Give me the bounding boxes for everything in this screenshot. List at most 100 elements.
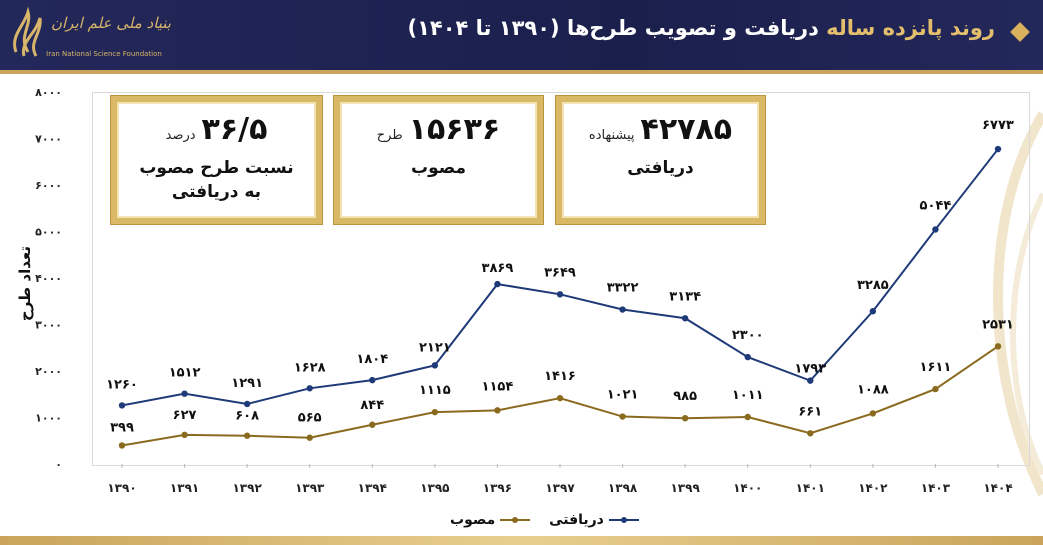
logo: بنیاد ملی علم ایران Iran National Scienc… (6, 6, 171, 66)
legend-swatch-approved-icon (500, 517, 531, 523)
data-point (431, 408, 439, 416)
x-tick-label: ۱۳۹۵ (420, 481, 449, 495)
data-point (118, 402, 126, 409)
x-tick-label: ۱۳۹۸ (608, 481, 638, 495)
data-point (369, 421, 376, 428)
data-point (994, 145, 1002, 153)
header-gold-line (0, 70, 1043, 74)
y-tick-label: ۰ (55, 458, 62, 471)
data-point (306, 434, 313, 441)
y-tick-label: ۷۰۰۰ (35, 133, 62, 146)
kpi-caption-line1: مصوب (410, 158, 467, 178)
data-point (243, 432, 251, 439)
x-tick-label: ۱۳۹۹ (670, 481, 700, 495)
kpi-caption: دریافتی (562, 156, 759, 180)
plot-area (92, 92, 1030, 466)
data-point (181, 390, 188, 397)
x-tick-label: ۱۳۹۴ (358, 481, 387, 495)
data-point (869, 308, 877, 315)
data-label: ۱۲۹۱ (231, 376, 263, 391)
data-label: ۳۲۸۵ (857, 278, 889, 293)
data-label: ۲۱۲۱ (419, 340, 451, 355)
data-label: ۶۲۷ (173, 408, 197, 423)
data-point (932, 385, 939, 393)
kpi-caption: مصوب (340, 156, 537, 180)
data-label: ۲۳۰۰ (732, 328, 764, 343)
data-point (619, 413, 626, 420)
legend-item-received: دریافتی (549, 512, 639, 528)
kpi-value-line: ۱۵۶۳۶ طرح (340, 112, 537, 147)
data-label: ۶۷۷۳ (982, 118, 1014, 133)
data-point (807, 377, 814, 384)
data-label: ۶۶۱ (798, 404, 822, 419)
logo-text-en: Iran National Science Foundation (46, 50, 162, 58)
kpi-caption-line2: به دریافتی (171, 182, 262, 202)
x-tick-label: ۱۳۹۷ (545, 481, 575, 495)
x-tick-label: ۱۳۹۰ (107, 481, 136, 495)
title-highlight: روند پانزده ساله (826, 16, 995, 40)
data-point (681, 414, 689, 422)
data-label: ۱۵۱۲ (169, 366, 201, 381)
x-tick-label: ۱۳۹۱ (170, 481, 199, 495)
data-label: ۳۶۴۹ (544, 265, 576, 280)
data-label: ۱۶۲۸ (294, 360, 326, 375)
data-label: ۱۱۵۴ (482, 379, 514, 394)
data-label: ۱۰۸۸ (857, 382, 889, 397)
data-label: ۱۰۲۱ (607, 388, 639, 403)
data-label: ۳۹۹ (110, 420, 134, 435)
data-label: ۵۰۴۴ (920, 198, 952, 213)
kpi-value-line: ۳۶/۵ درصد (117, 112, 316, 147)
kpi-unit: پیشنهاده (588, 128, 635, 143)
kpi-value: ۴۲۷۸۵ (640, 112, 733, 147)
data-point (181, 431, 188, 439)
data-point (744, 353, 751, 361)
data-label: ۶۰۸ (235, 409, 259, 424)
y-tick-label: ۵۰۰۰ (35, 226, 62, 239)
kpi-value: ۱۵۶۳۶ (408, 112, 501, 147)
x-tick-label: ۱۴۰۱ (796, 481, 825, 495)
data-point (744, 413, 751, 421)
y-tick-label: ۳۰۰۰ (35, 319, 62, 332)
x-tick-label: ۱۴۰۴ (983, 481, 1012, 495)
y-tick-label: ۸۰۰۰ (35, 86, 62, 99)
kpi-approved-total: ۱۵۶۳۶ طرح مصوب (334, 96, 543, 224)
data-point (681, 315, 689, 322)
data-point (494, 407, 501, 414)
kpi-value: ۳۶/۵ (201, 112, 268, 147)
data-label: ۱۱۱۵ (419, 383, 451, 398)
data-point (243, 400, 251, 408)
x-tick-label: ۱۳۹۲ (232, 481, 262, 495)
data-point (369, 376, 376, 384)
legend-item-approved: مصوب (450, 512, 531, 528)
y-tick-label: ۲۰۰۰ (35, 365, 62, 378)
x-tick-label: ۱۳۹۶ (483, 481, 512, 495)
footer-gold-band (0, 536, 1043, 545)
kpi-unit: درصد (165, 128, 196, 143)
data-point (994, 343, 1002, 350)
y-tick-label: ۱۰۰۰ (35, 412, 62, 425)
data-label: ۱۲۶۰ (106, 377, 138, 392)
legend-swatch-received-icon (608, 517, 639, 523)
data-label: ۱۷۹۳ (794, 362, 826, 377)
data-label: ۵۶۵ (298, 411, 322, 426)
data-label: ۹۸۵ (673, 389, 697, 404)
x-tick-label: ۱۴۰۲ (858, 481, 888, 495)
page-title: روند پانزده ساله دریافت و تصویب طرح‌ها (… (407, 16, 995, 40)
data-label: ۱۰۱۱ (732, 388, 764, 403)
data-label: ۳۳۲۲ (607, 281, 639, 296)
legend-label-approved: مصوب (450, 512, 496, 528)
logo-mark-icon (13, 6, 42, 57)
kpi-caption: نسبت طرح مصوب به دریافتی (117, 156, 316, 204)
data-point (556, 394, 564, 402)
x-tick-label: ۱۴۰۰ (733, 481, 762, 495)
kpi-unit: طرح (376, 128, 403, 143)
data-point (932, 226, 939, 233)
title-rest: دریافت و تصویب طرح‌ها (۱۳۹۰ تا ۱۴۰۴) (407, 16, 819, 40)
data-point (869, 410, 877, 417)
y-tick-label: ۶۰۰۰ (35, 179, 62, 192)
kpi-received-total: ۴۲۷۸۵ پیشنهاده دریافتی (556, 96, 765, 224)
data-label: ۱۸۰۴ (356, 352, 388, 367)
kpi-approval-ratio: ۳۶/۵ درصد نسبت طرح مصوب به دریافتی (111, 96, 322, 224)
data-point (556, 291, 564, 298)
data-label: ۳۸۶۹ (482, 261, 514, 276)
